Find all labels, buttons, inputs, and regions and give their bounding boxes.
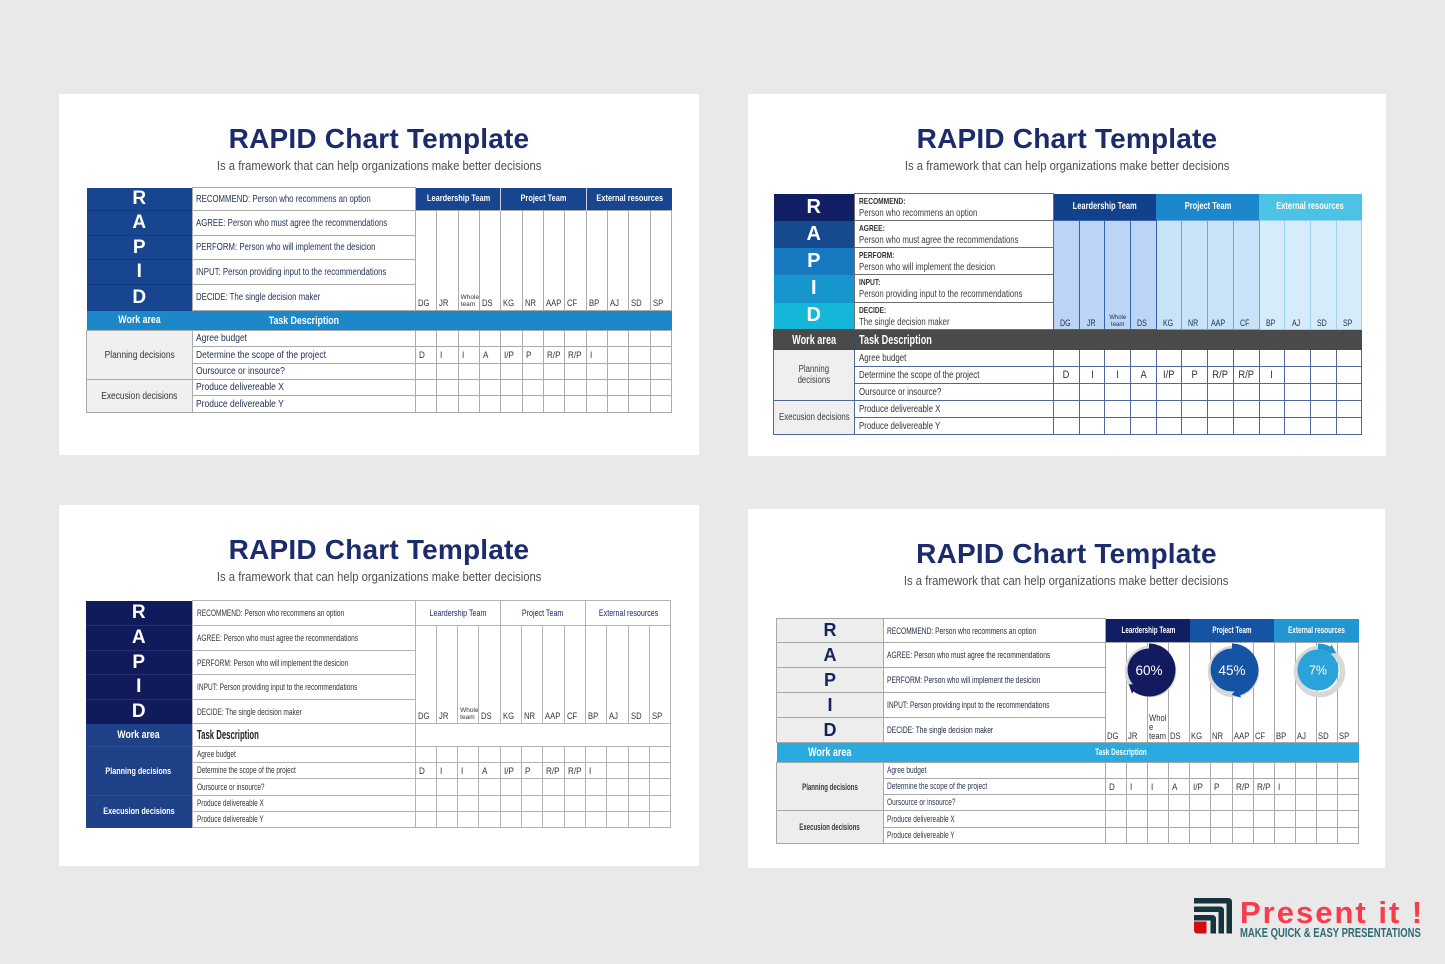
svg-text:60%: 60% <box>1135 663 1162 678</box>
svg-text:7%: 7% <box>1308 664 1326 678</box>
svg-text:45%: 45% <box>1218 663 1245 678</box>
